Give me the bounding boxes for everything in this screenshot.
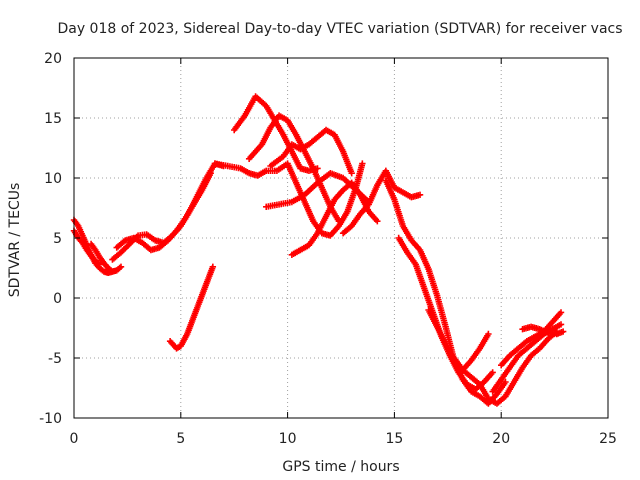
data-point <box>117 263 125 270</box>
x-tick-label: 10 <box>279 431 297 447</box>
x-tick-label: 20 <box>492 431 510 447</box>
y-tick-label: 5 <box>53 231 62 247</box>
series-arc-8 <box>211 160 366 239</box>
series-arc-20 <box>519 323 567 338</box>
data-point <box>359 160 366 167</box>
data-points <box>70 93 567 407</box>
y-tick-label: 10 <box>44 171 62 187</box>
plot-frame <box>73 57 609 419</box>
series-arc-15 <box>395 234 496 393</box>
series-arc-19 <box>498 309 565 369</box>
series-arc-5 <box>113 170 214 254</box>
y-tick-label: 0 <box>53 291 62 307</box>
series-arc-17 <box>451 328 560 407</box>
series-arc-10 <box>288 179 381 258</box>
data-point <box>416 191 424 198</box>
data-point <box>485 330 492 338</box>
data-point <box>209 263 217 270</box>
data-point <box>489 369 496 376</box>
data-point <box>335 218 343 225</box>
data-point <box>557 309 565 316</box>
x-tick-label: 0 <box>70 431 79 447</box>
series-arc-11 <box>267 126 355 177</box>
data-point <box>557 321 565 328</box>
x-axis-label: GPS time / hours <box>282 459 399 475</box>
data-point <box>109 268 116 275</box>
series-arc-12 <box>263 170 372 210</box>
series-arc-9 <box>245 112 343 225</box>
y-tick-label: -10 <box>39 411 62 427</box>
series-arc-6 <box>166 263 217 352</box>
series-arc-13 <box>339 167 424 237</box>
y-tick-label: 20 <box>44 51 62 67</box>
series-arc-14 <box>382 177 509 407</box>
data-point <box>348 170 355 177</box>
y-tick-label: -5 <box>48 351 62 367</box>
data-point <box>207 170 214 177</box>
axis-ticks: 0 5 10 15 20 25 -10 -5 0 5 10 15 20 <box>39 51 617 447</box>
x-tick-label: 25 <box>599 431 617 447</box>
series-arc-2 <box>70 227 103 268</box>
series-arc-3 <box>87 240 116 275</box>
data-point <box>502 378 509 386</box>
data-point <box>96 261 103 268</box>
x-tick-label: 15 <box>385 431 403 447</box>
x-tick-label: 5 <box>176 431 185 447</box>
data-point <box>374 218 381 225</box>
y-axis-label: SDTVAR / TECUs <box>7 183 23 298</box>
data-point <box>559 328 567 335</box>
y-tick-label: 15 <box>44 111 62 127</box>
chart-title: Day 018 of 2023, Sidereal Day-to-day VTE… <box>57 21 622 37</box>
